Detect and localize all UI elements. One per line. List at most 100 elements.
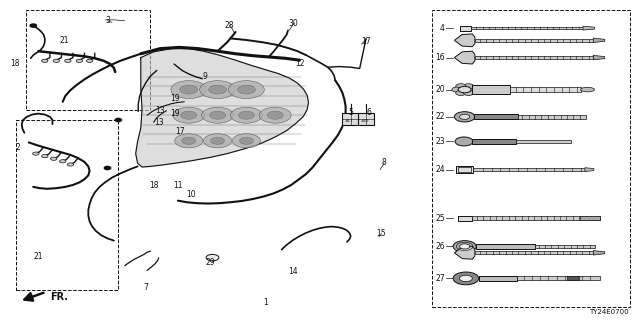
Text: 23: 23 [435, 137, 445, 146]
Text: #22: #22 [360, 119, 369, 123]
Text: 13: 13 [155, 106, 165, 115]
Bar [460, 26, 471, 31]
Text: 25: 25 [435, 214, 445, 223]
Bar [475, 56, 593, 59]
Circle shape [180, 85, 198, 94]
Text: #17: #17 [345, 119, 354, 123]
Text: 28: 28 [225, 21, 234, 30]
Circle shape [228, 81, 264, 99]
Circle shape [206, 254, 219, 261]
Text: 11: 11 [173, 181, 182, 190]
Text: 14: 14 [288, 267, 298, 276]
Circle shape [453, 272, 479, 285]
Text: 1: 1 [263, 298, 268, 307]
Circle shape [230, 107, 262, 123]
Circle shape [204, 134, 232, 148]
Polygon shape [593, 38, 605, 43]
Bar [358, 113, 374, 125]
Circle shape [458, 86, 471, 93]
Circle shape [452, 87, 462, 92]
Bar [535, 245, 595, 248]
Bar [472, 139, 516, 144]
Bar [475, 39, 593, 42]
Text: 13: 13 [154, 118, 164, 127]
Bar [472, 216, 600, 220]
Text: 21: 21 [34, 252, 43, 261]
Polygon shape [454, 34, 475, 47]
Bar [580, 216, 600, 220]
Bar [342, 113, 359, 125]
Circle shape [51, 157, 57, 160]
Circle shape [115, 118, 122, 122]
Text: 22: 22 [435, 112, 445, 121]
Circle shape [460, 275, 472, 282]
Polygon shape [454, 246, 475, 259]
Circle shape [86, 59, 93, 62]
Circle shape [237, 85, 255, 94]
Polygon shape [454, 51, 475, 64]
Circle shape [42, 155, 48, 158]
Bar [26, 10, 150, 110]
Circle shape [33, 152, 39, 155]
Bar [511, 87, 581, 92]
Bar [458, 216, 472, 221]
Circle shape [42, 59, 48, 62]
Text: 2: 2 [15, 143, 20, 152]
Text: 9: 9 [202, 72, 207, 81]
Circle shape [175, 134, 203, 148]
Text: 24: 24 [435, 165, 445, 174]
Bar [475, 251, 593, 254]
Circle shape [259, 107, 291, 123]
Bar [456, 166, 473, 173]
Circle shape [104, 166, 111, 170]
Bar [474, 114, 518, 119]
Circle shape [455, 137, 473, 146]
Text: 19: 19 [170, 109, 180, 118]
Circle shape [456, 90, 466, 95]
Circle shape [171, 81, 207, 99]
Circle shape [454, 112, 475, 122]
Circle shape [460, 244, 470, 249]
Text: 12: 12 [295, 60, 304, 68]
Circle shape [467, 87, 477, 92]
Circle shape [211, 137, 225, 144]
Text: 10: 10 [186, 190, 196, 199]
Circle shape [67, 163, 74, 166]
Bar [476, 244, 535, 249]
Circle shape [30, 24, 36, 27]
Text: 3: 3 [105, 16, 110, 25]
Circle shape [200, 81, 236, 99]
Polygon shape [583, 26, 595, 30]
Bar [518, 115, 586, 119]
Polygon shape [585, 168, 594, 172]
Text: 19: 19 [170, 94, 180, 103]
Circle shape [238, 111, 255, 119]
Bar [479, 276, 517, 281]
Text: 18: 18 [149, 181, 158, 190]
Text: 21: 21 [60, 36, 68, 45]
Bar [473, 168, 585, 171]
Circle shape [232, 134, 260, 148]
Text: 8: 8 [381, 158, 387, 167]
Text: 17: 17 [175, 127, 186, 136]
Circle shape [60, 160, 66, 163]
Text: 30: 30 [288, 19, 298, 28]
Polygon shape [593, 251, 605, 255]
Circle shape [463, 84, 474, 89]
Bar [516, 140, 571, 143]
Text: 18: 18 [11, 59, 20, 68]
Text: 15: 15 [376, 229, 387, 238]
Bar [16, 120, 118, 290]
Circle shape [209, 85, 227, 94]
Circle shape [268, 111, 283, 119]
Circle shape [202, 107, 234, 123]
Polygon shape [136, 49, 308, 167]
Bar [458, 167, 471, 172]
Text: 20: 20 [435, 85, 445, 94]
Ellipse shape [580, 87, 595, 92]
Bar [517, 276, 600, 280]
Circle shape [460, 114, 470, 119]
Text: 17: 17 [361, 37, 371, 46]
Circle shape [180, 111, 197, 119]
Text: 26: 26 [435, 242, 445, 251]
